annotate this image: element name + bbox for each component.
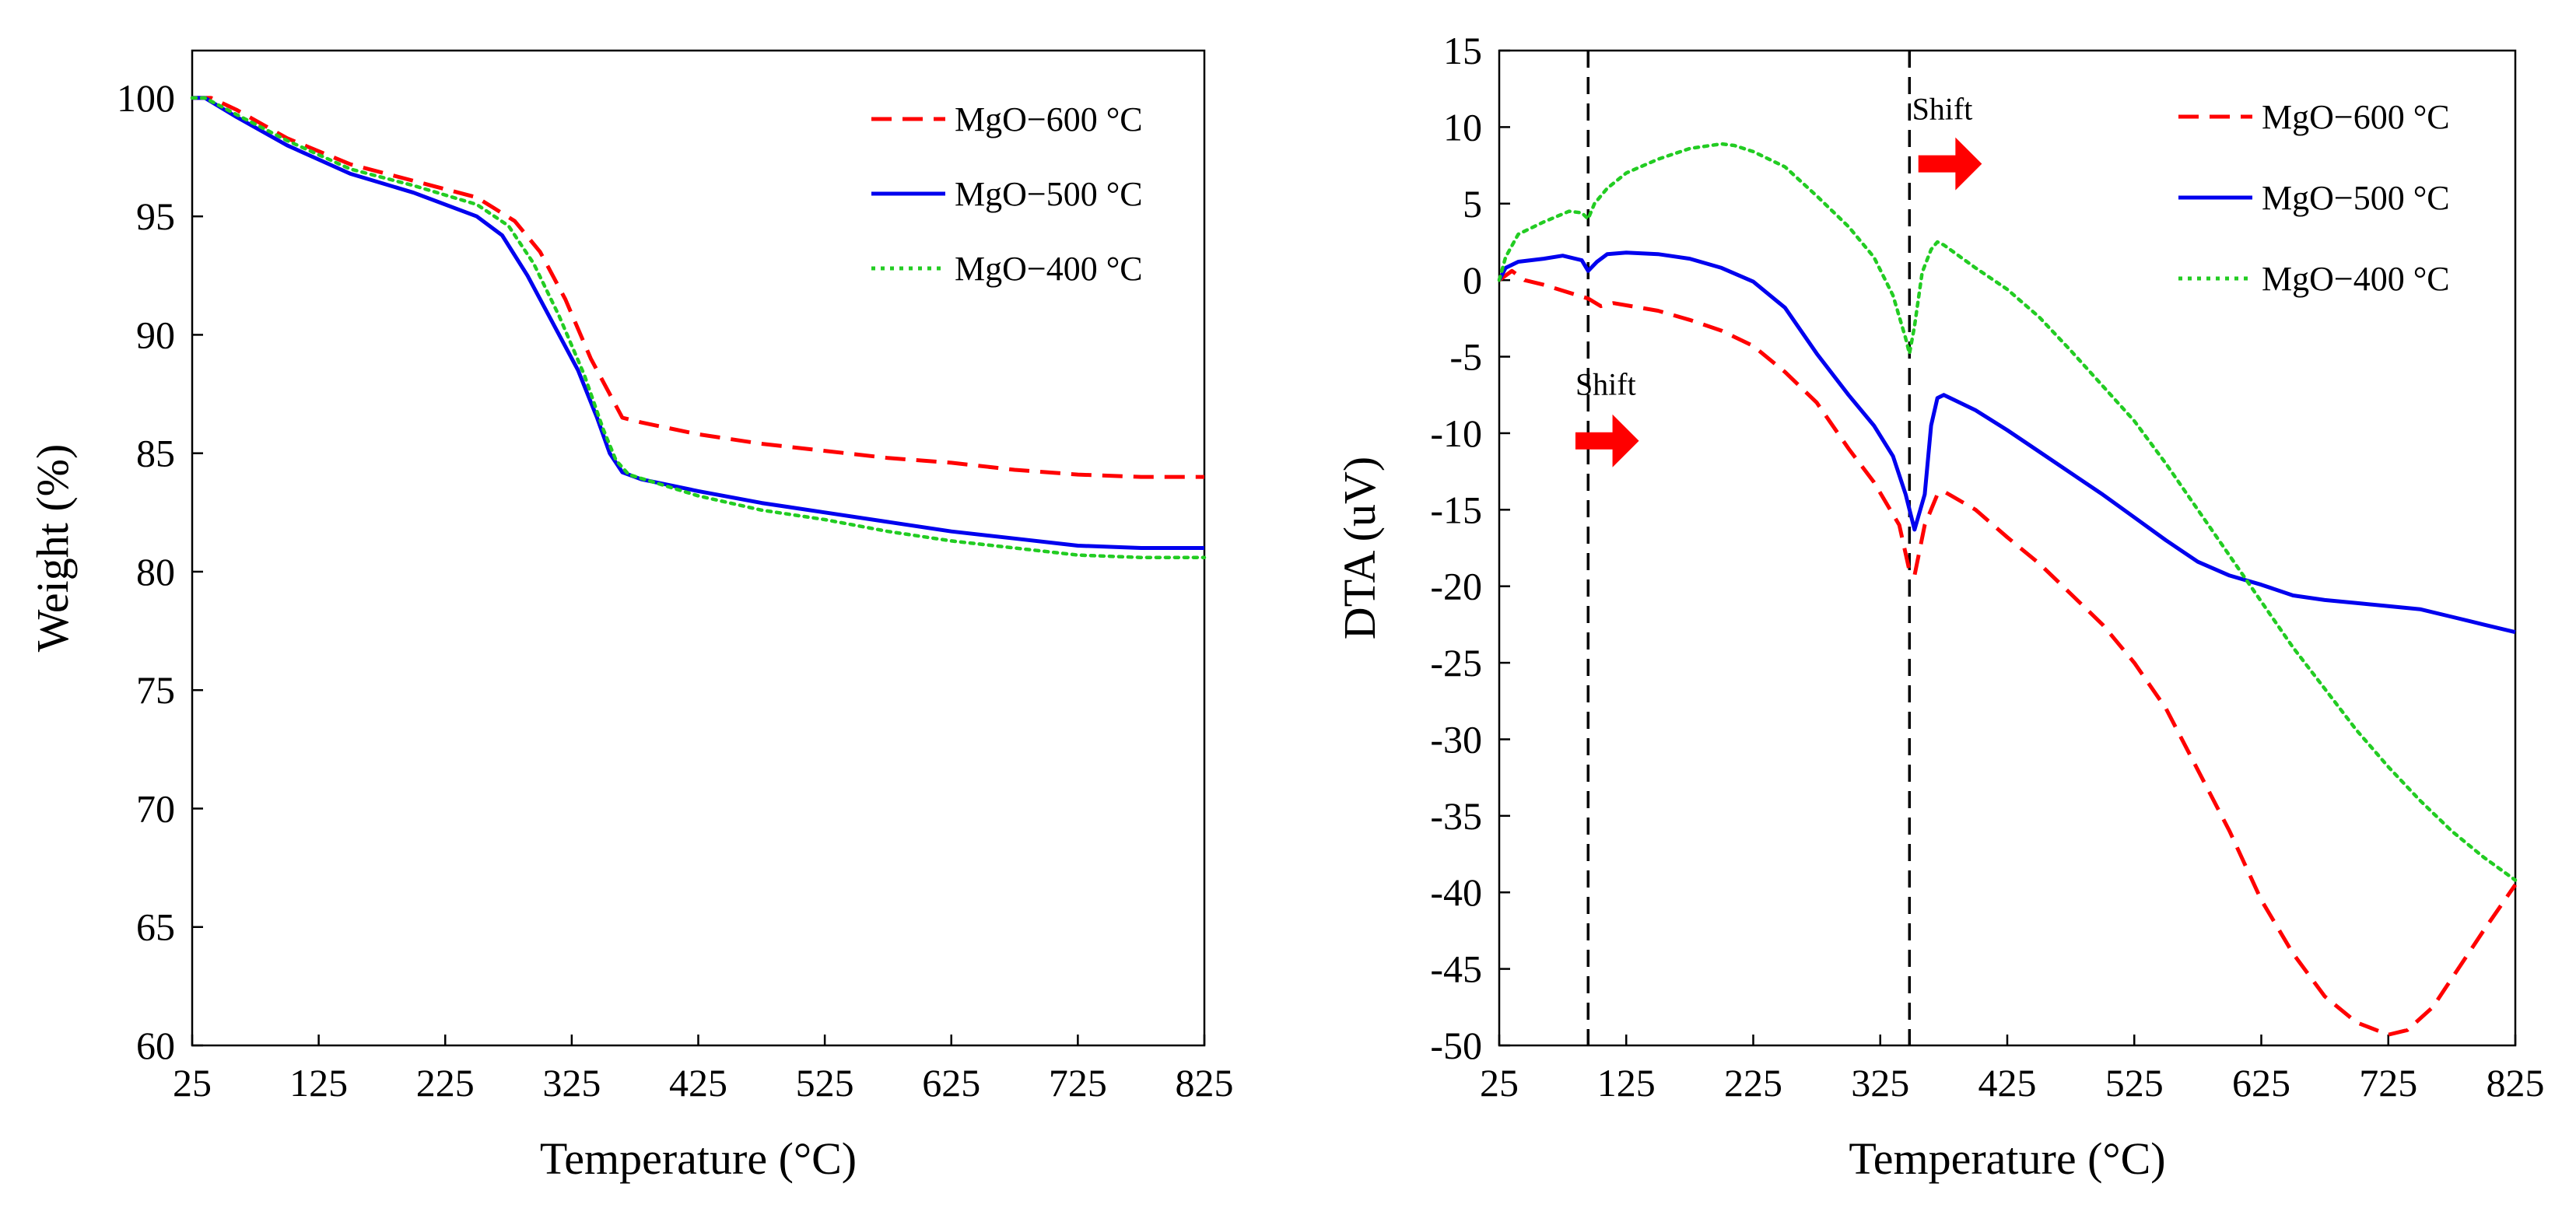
dta-y-tick-label: 0 <box>1463 258 1482 302</box>
dta-x-axis-title: Temperature (°C) <box>1849 1133 2165 1184</box>
tga-y-tick-label: 60 <box>136 1024 175 1067</box>
tga-x-tick-label: 25 <box>173 1061 212 1105</box>
dta-legend-label: MgO−500 °C <box>2262 179 2450 217</box>
dta-y-tick-label: -15 <box>1430 488 1482 531</box>
dta-series-mgo-400-line <box>1497 142 2518 882</box>
tga-y-tick-label: 100 <box>117 76 175 120</box>
tga-y-tick-label: 85 <box>136 432 175 475</box>
tga-legend-label: MgO−600 °C <box>955 100 1143 138</box>
tga-series-mgo-500-line <box>192 96 1204 550</box>
tga-x-tick-label: 225 <box>416 1061 475 1105</box>
tga-series-mgo-400-line <box>190 96 1207 559</box>
dta-y-tick-label: -5 <box>1449 335 1482 379</box>
tga-y-axis-title: Weight (%) <box>27 444 78 653</box>
tga-series-mgo-600-line <box>192 96 1204 479</box>
dta-y-tick-label: -45 <box>1430 947 1482 991</box>
dta-x-tick-label: 425 <box>1978 1061 2037 1105</box>
dta-y-tick-label: -35 <box>1430 794 1482 838</box>
dta-shift-arrow-icon <box>1575 414 1639 467</box>
dta-y-tick-label: -10 <box>1430 411 1482 455</box>
dta-y-tick-label: 5 <box>1463 182 1482 226</box>
dta-y-tick-label: -25 <box>1430 641 1482 685</box>
dta-x-tick-label: 225 <box>1724 1061 1782 1105</box>
dta-y-tick-label: -50 <box>1430 1024 1482 1067</box>
tga-x-tick-label: 525 <box>796 1061 854 1105</box>
dta-chart: 25 125 225 325 425 525 625 725 825 15 10 5 0 -5 -10 -15… <box>1334 29 2545 1184</box>
dta-y-tick-label: 15 <box>1443 29 1482 72</box>
tga-y-tick-label: 75 <box>136 668 175 712</box>
tga-x-tick-label: 825 <box>1176 1061 1234 1105</box>
dta-x-tick-label: 125 <box>1597 1061 1656 1105</box>
tga-y-tick-label: 90 <box>136 313 175 356</box>
dta-legend-label: MgO−600 °C <box>2262 98 2450 136</box>
tga-y-tick-label: 70 <box>136 786 175 830</box>
dta-y-tick-label: -20 <box>1430 565 1482 608</box>
tga-x-tick-label: 125 <box>289 1061 348 1105</box>
dta-x-tick-label: 25 <box>1480 1061 1519 1105</box>
dta-x-tick-label: 725 <box>2359 1061 2417 1105</box>
tga-x-tick-label: 325 <box>542 1061 601 1105</box>
dta-x-tick-label: 525 <box>2105 1061 2164 1105</box>
tga-x-axis-title: Temperature (°C) <box>540 1133 857 1184</box>
dta-annotation-shift: Shift <box>1575 367 1636 402</box>
tga-chart: 25 125 225 325 425 525 625 725 825 60 65 70 75 80 85 90… <box>27 49 1234 1184</box>
tga-x-tick-label: 725 <box>1049 1061 1107 1105</box>
tga-legend-label: MgO−500 °C <box>955 175 1143 213</box>
tga-y-tick-label: 80 <box>136 550 175 593</box>
dta-shift-arrow-icon <box>1918 137 1982 191</box>
dta-series-mgo-500-line <box>1497 250 2516 635</box>
dta-x-tick-label: 325 <box>1851 1061 1909 1105</box>
dta-y-tick-label: -40 <box>1430 870 1482 914</box>
dta-series-mgo-600-line <box>1498 268 2518 1037</box>
tga-y-tick-label: 95 <box>136 194 175 238</box>
tga-legend-label: MgO−400 °C <box>955 250 1143 288</box>
dta-x-tick-label: 825 <box>2487 1061 2545 1105</box>
tga-x-tick-label: 625 <box>922 1061 980 1105</box>
dta-y-axis-title: DTA (uV) <box>1334 457 1385 639</box>
dta-annotation-shift: Shift <box>1912 92 1973 127</box>
dta-legend-label: MgO−400 °C <box>2262 260 2450 298</box>
dta-y-tick-label: -30 <box>1430 717 1482 761</box>
tga-y-tick-label: 65 <box>136 905 175 949</box>
dta-x-tick-label: 625 <box>2232 1061 2290 1105</box>
tga-x-tick-label: 425 <box>669 1061 727 1105</box>
dta-y-tick-label: 10 <box>1443 105 1482 149</box>
